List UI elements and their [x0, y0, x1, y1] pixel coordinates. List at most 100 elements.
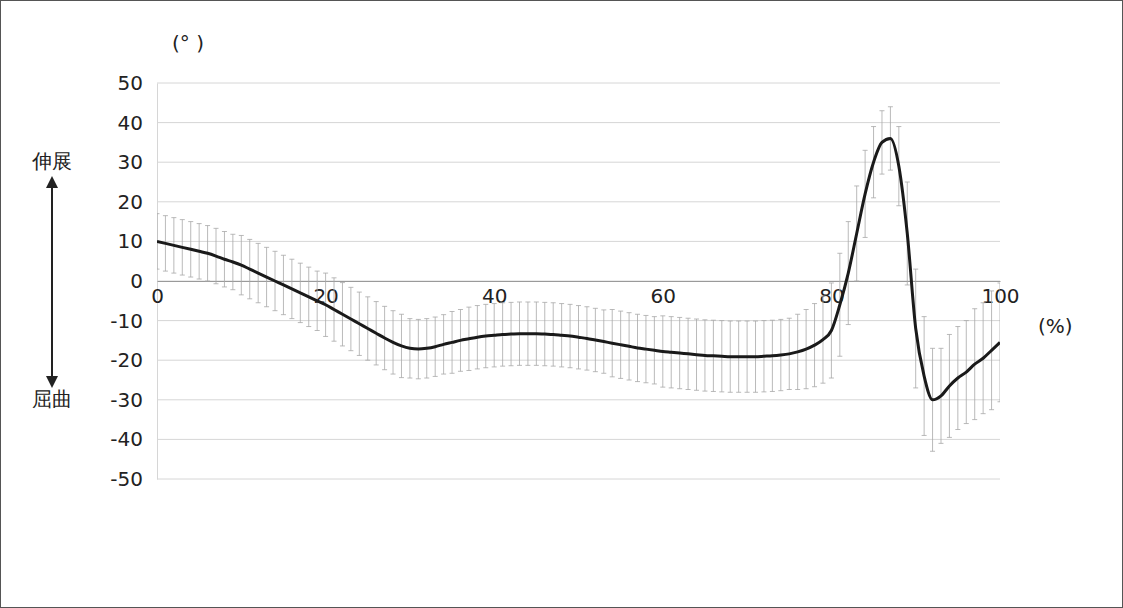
y-tick: 40 [118, 111, 157, 135]
error-bar-cap [601, 309, 606, 310]
error-bar-cap [584, 370, 589, 371]
error-bar-cap [593, 308, 598, 309]
error-bar-cap [610, 309, 615, 310]
error-bar-cap [382, 306, 387, 307]
y-tick-label: -30 [110, 388, 143, 412]
frame [1, 1, 1123, 608]
error-bar-cap [787, 318, 792, 319]
y-tick: -40 [110, 427, 157, 451]
error-bar-cap [197, 223, 202, 224]
error-bar-cap [256, 302, 261, 303]
error-bar-cap [947, 334, 952, 335]
error-bar-cap [239, 294, 244, 295]
error-bar-cap [483, 304, 488, 305]
error-bar-cap [357, 355, 362, 356]
error-bar-cap [157, 269, 160, 270]
grid-line [157, 122, 1000, 123]
error-bar-cap [466, 370, 471, 371]
x-tick-label: 60 [651, 284, 676, 308]
error-bar-cap [922, 316, 927, 317]
y-tick: 50 [118, 71, 157, 95]
error-bar-cap [728, 392, 733, 393]
error-bar-cap [753, 320, 758, 321]
error-bar-cap [273, 251, 278, 252]
error-bar-cap [289, 259, 294, 260]
error-bar-cap [458, 371, 463, 372]
error-bar-cap [424, 378, 429, 379]
y-tick: -30 [110, 388, 157, 412]
y-tick-label: -50 [110, 467, 143, 491]
error-bar-cap [871, 126, 876, 127]
error-bar-cap [222, 286, 227, 287]
error-bar-cap [458, 309, 463, 310]
error-bar-cap [230, 234, 235, 235]
y-tick: 20 [118, 190, 157, 214]
error-bar-cap [947, 437, 952, 438]
direction-label: 屈曲 [32, 387, 72, 411]
y-tick-label: 30 [118, 150, 143, 174]
error-bar-cap [424, 318, 429, 319]
y-tick-label: -10 [110, 309, 143, 333]
error-bar-cap [214, 228, 219, 229]
error-bar-cap [677, 317, 682, 318]
error-bar-cap [652, 383, 657, 384]
error-bar-cap [618, 311, 623, 312]
error-bar-cap [905, 182, 910, 183]
error-bar-cap [306, 326, 311, 327]
arrow-shaft [51, 182, 53, 382]
error-bar-cap [492, 366, 497, 367]
error-bar-cap [938, 348, 943, 349]
error-bar-cap [753, 392, 758, 393]
error-bar-cap [896, 205, 901, 206]
error-bar-cap [171, 273, 176, 274]
error-bar-cap [964, 320, 969, 321]
error-bar-cap [761, 320, 766, 321]
error-bar-cap [163, 215, 168, 216]
error-bar-cap [365, 360, 370, 361]
grid-line [157, 241, 1000, 242]
error-bar-cap [964, 423, 969, 424]
error-bar-cap [812, 386, 817, 387]
error-bar-cap [820, 383, 825, 384]
error-bar-cap [719, 391, 724, 392]
error-bar-cap [702, 391, 707, 392]
error-bar-cap [669, 387, 674, 388]
error-bar-cap [686, 318, 691, 319]
error-bar-cap [407, 378, 412, 379]
error-bar-cap [450, 373, 455, 374]
direction-label: 伸展 [31, 149, 72, 173]
error-bar-cap [239, 235, 244, 236]
error-bar-cap [905, 284, 910, 285]
error-bar-cap [576, 305, 581, 306]
error-bar-cap [778, 319, 783, 320]
error-bar-cap [998, 282, 1001, 283]
error-bar-cap [340, 282, 345, 283]
error-bar-cap [643, 382, 648, 383]
error-bar-cap [719, 320, 724, 321]
error-bar-cap [264, 306, 269, 307]
error-bar-cap [593, 371, 598, 372]
error-bar-cap [340, 345, 345, 346]
error-bar-cap [643, 315, 648, 316]
error-bar-cap [357, 292, 362, 293]
error-bar-cap [812, 303, 817, 304]
error-bar-cap [534, 301, 539, 302]
error-bar-cap [888, 170, 893, 171]
error-bar-cap [450, 311, 455, 312]
error-bar-cap [407, 318, 412, 319]
error-bar-cap [660, 387, 665, 388]
error-bar-cap [711, 391, 716, 392]
x-axis-line [158, 281, 1001, 282]
error-bar-cap [694, 319, 699, 320]
error-bar-cap [399, 377, 404, 378]
error-bar-cap [745, 392, 750, 393]
x-tick: 0 [151, 281, 164, 308]
error-bar-cap [618, 378, 623, 379]
error-bar-cap [509, 365, 514, 366]
error-bar-cap [568, 304, 573, 305]
error-bar-cap [483, 367, 488, 368]
error-bar-cap [955, 326, 960, 327]
error-bar-cap [913, 387, 918, 388]
error-bar-cap [913, 269, 918, 270]
error-bar-cap [998, 401, 1001, 402]
